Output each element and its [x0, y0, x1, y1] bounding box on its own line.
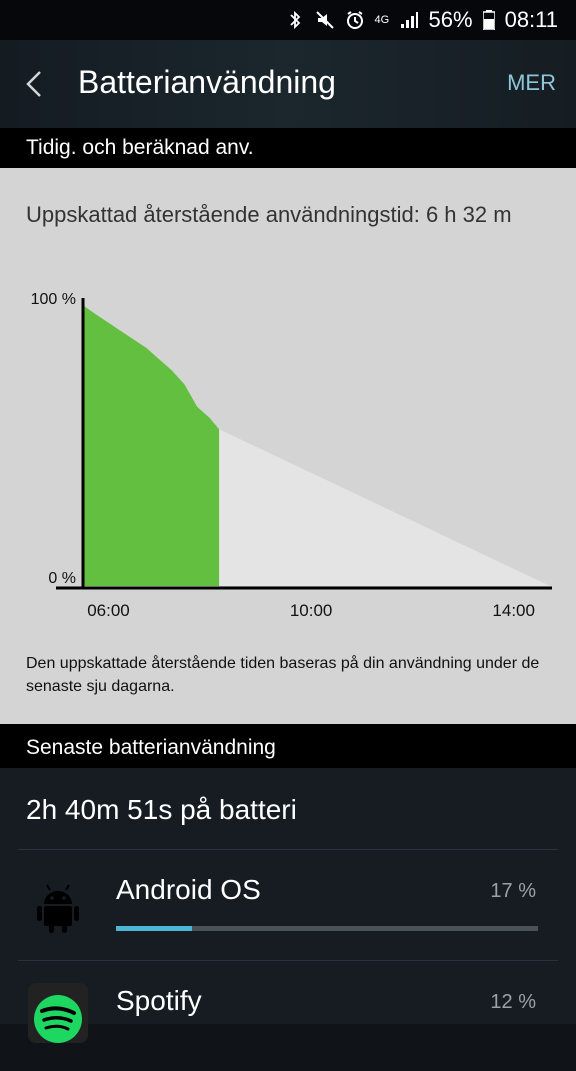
app-bar: Batterianvändning MER: [0, 40, 576, 128]
page-title: Batterianvändning: [78, 64, 336, 100]
app-percent: 12 %: [490, 991, 536, 1013]
section-header-usage: Tidig. och beräknad anv.: [0, 128, 576, 168]
y-tick-label-100: 100 %: [31, 291, 76, 308]
battery-chart: 100 % 0 % 06:00 10:00 14:00: [31, 291, 552, 620]
signal-icon: [399, 10, 419, 30]
section-header-recent: Senaste batterianvändning: [0, 724, 576, 768]
y-tick-label-0: 0 %: [48, 570, 76, 587]
chevron-left-icon[interactable]: [20, 68, 48, 100]
x-tick-label-0600: 06:00: [87, 601, 130, 620]
usage-bar-track: [116, 926, 538, 931]
status-bar: 4G 56% 08:11: [0, 0, 576, 40]
remaining-time-estimate: Uppskattad återstående användningstid: 6…: [26, 202, 512, 227]
section-header-recent-label: Senaste batterianvändning: [26, 736, 276, 759]
app-name: Spotify: [116, 985, 202, 1016]
battery-icon: [481, 10, 496, 31]
bluetooth-icon: [285, 10, 305, 30]
x-tick-label-1400: 14:00: [492, 601, 535, 620]
chart-estimated-area: [219, 429, 551, 586]
section-header-usage-label: Tidig. och beräknad anv.: [26, 136, 254, 159]
network-type-label: 4G: [374, 14, 390, 26]
mute-icon: [315, 10, 335, 30]
android-icon: [28, 878, 88, 938]
x-tick-label-1000: 10:00: [290, 601, 333, 620]
estimate-note: Den uppskattade återstående tiden basera…: [26, 655, 540, 695]
divider: [18, 849, 558, 850]
alarm-icon: [345, 10, 365, 30]
battery-percent: 56%: [428, 7, 473, 32]
more-button[interactable]: MER: [507, 70, 556, 95]
app-percent: 17 %: [490, 880, 536, 902]
clock: 08:11: [504, 7, 558, 32]
status-icons: 4G 56% 08:11: [285, 6, 558, 34]
chart-actual-area: [84, 306, 220, 586]
app-name: Android OS: [116, 874, 261, 905]
usage-card: Uppskattad återstående användningstid: 6…: [0, 168, 576, 724]
recent-usage-list: 2h 40m 51s på batteri Android OS 17 %: [0, 768, 576, 1043]
usage-bar-fill: [116, 926, 192, 931]
time-on-battery: 2h 40m 51s på batteri: [26, 794, 297, 825]
app-row-android-os[interactable]: Android OS 17 %: [0, 850, 576, 960]
divider: [18, 960, 558, 961]
spotify-icon: [28, 983, 88, 1043]
app-row-spotify[interactable]: Spotify 12 %: [0, 961, 576, 1071]
